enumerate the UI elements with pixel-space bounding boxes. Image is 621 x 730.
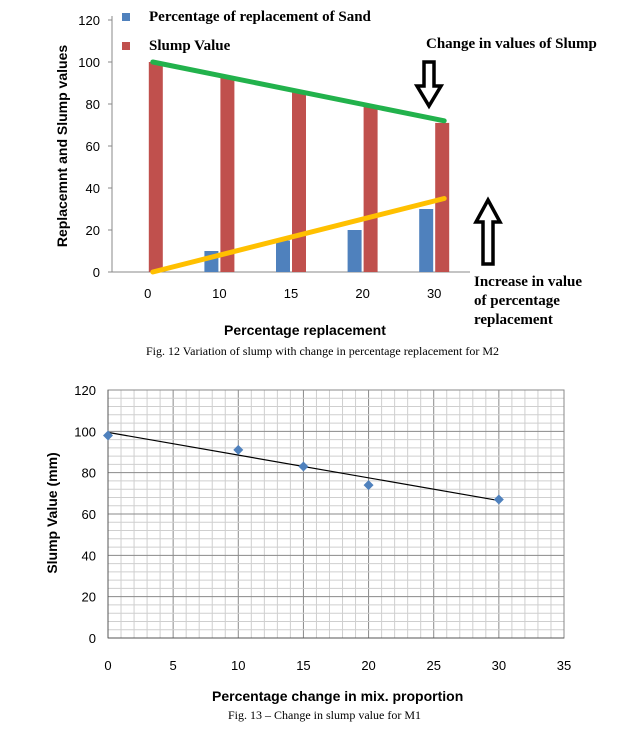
y-tick-label: 100 — [78, 55, 100, 70]
x-tick-label: 20 — [361, 658, 375, 673]
annotation-increase-line: of percentage — [474, 293, 560, 309]
x-tick-label: 5 — [170, 658, 177, 673]
x-tick-label: 0 — [144, 286, 151, 301]
y-tick-label: 60 — [86, 139, 100, 154]
annotation-increase-line: Increase in value — [474, 274, 582, 290]
bar-replacement — [419, 209, 434, 272]
x-tick-label: 25 — [426, 658, 440, 673]
x-tick-label: 20 — [355, 286, 369, 301]
x-tick-label: 15 — [296, 658, 310, 673]
legend-swatch-replacement — [122, 13, 130, 21]
y-tick-label: 120 — [74, 383, 96, 398]
y-axis-title: Replacemnt and Slump values — [54, 45, 70, 247]
y-tick-label: 80 — [86, 97, 100, 112]
legend-swatch-slump — [122, 42, 130, 50]
bar-replacement — [347, 230, 362, 272]
x-tick-label: 10 — [212, 286, 226, 301]
x-axis-title: Percentage replacement — [224, 322, 386, 338]
y-tick-label: 20 — [82, 590, 96, 605]
data-point — [233, 444, 244, 455]
annotation-increase-line: replacement — [474, 312, 553, 328]
y-tick-label: 100 — [74, 424, 96, 439]
bar-slump — [148, 62, 163, 272]
x-tick-label: 15 — [284, 286, 298, 301]
y-tick-label: 80 — [82, 466, 96, 481]
x-tick-label: 10 — [231, 658, 245, 673]
bar-replacement — [276, 240, 290, 272]
bar-slump — [292, 91, 306, 273]
x-tick-label: 0 — [104, 658, 111, 673]
x-tick-label: 30 — [427, 286, 441, 301]
x-axis-title: Percentage change in mix. proportion — [212, 688, 463, 704]
legend-label-replacement: Percentage of replacement of Sand — [149, 9, 372, 25]
y-tick-label: 20 — [86, 223, 100, 238]
data-point — [103, 430, 113, 441]
slump-trend-line — [150, 59, 447, 124]
x-tick-label: 35 — [557, 658, 571, 673]
y-tick-label: 0 — [89, 631, 96, 646]
figure-caption-12: Fig. 12 Variation of slump with change i… — [146, 344, 499, 358]
down-arrow-icon — [413, 60, 445, 110]
y-axis-title: Slump Value (mm) — [44, 452, 60, 573]
data-point — [363, 480, 374, 491]
figure-caption-13: Fig. 13 – Change in slump value for M1 — [228, 708, 421, 722]
data-point — [493, 494, 504, 505]
bar-slump — [363, 106, 378, 272]
x-tick-label: 30 — [492, 658, 506, 673]
replacement-trend-line — [150, 196, 447, 275]
up-arrow-icon — [473, 196, 503, 266]
y-tick-label: 120 — [78, 13, 100, 28]
annotation-slump-change: Change in values of Slump — [426, 36, 597, 52]
y-tick-label: 40 — [82, 548, 96, 563]
y-tick-label: 0 — [93, 265, 100, 280]
legend-label-slump: Slump Value — [149, 38, 231, 54]
y-tick-label: 40 — [86, 181, 100, 196]
data-point — [298, 461, 309, 472]
bar-slump — [220, 76, 235, 272]
y-tick-label: 60 — [82, 507, 96, 522]
